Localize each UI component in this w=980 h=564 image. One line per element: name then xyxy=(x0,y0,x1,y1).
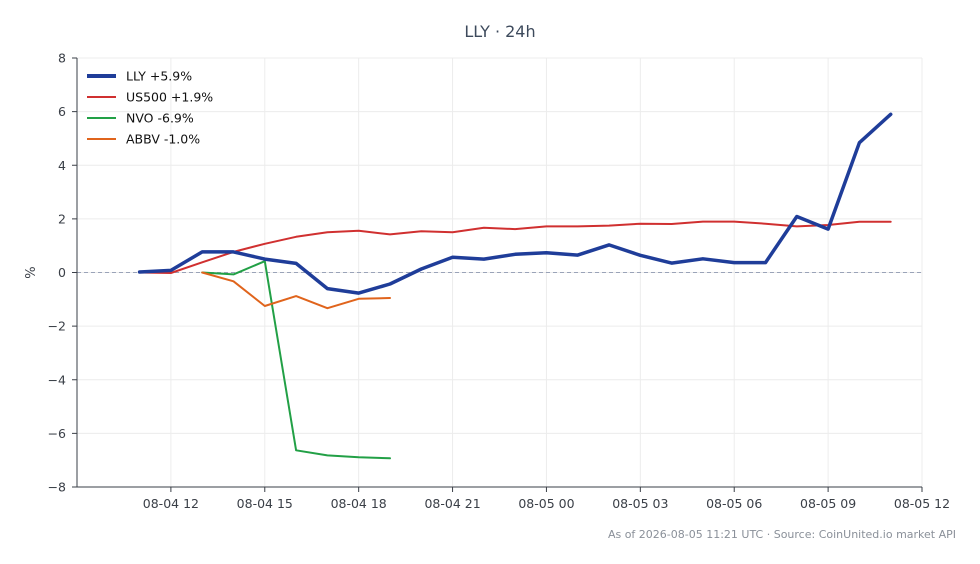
legend-label-abbv: ABBV -1.0% xyxy=(126,132,200,147)
x-tick-label: 08-05 06 xyxy=(706,496,762,511)
y-tick-label: −2 xyxy=(48,319,66,334)
legend: LLY +5.9% US500 +1.9% NVO -6.9% ABBV -1.0% xyxy=(87,69,213,147)
x-tick-label: 08-05 00 xyxy=(518,496,574,511)
y-tick-label: −6 xyxy=(48,426,66,441)
series-line-lly xyxy=(137,112,893,295)
x-tick-label: 08-04 15 xyxy=(237,496,293,511)
x-tick-label: 08-05 09 xyxy=(800,496,856,511)
y-tick-label: −8 xyxy=(48,480,66,495)
series-line-us500 xyxy=(138,220,892,274)
footer-source: As of 2026-08-05 11:21 UTC · Source: Coi… xyxy=(608,528,956,541)
series-line-abbv xyxy=(201,271,391,310)
y-tick-label: 4 xyxy=(58,158,66,173)
x-tick-label: 08-04 18 xyxy=(331,496,387,511)
legend-label-us500: US500 +1.9% xyxy=(126,90,213,105)
y-tick-label: 8 xyxy=(58,51,66,66)
y-tick-label: 0 xyxy=(58,265,66,280)
x-tick-label: 08-04 12 xyxy=(143,496,199,511)
legend-label-nvo: NVO -6.9% xyxy=(126,111,194,126)
x-tick-label: 08-05 03 xyxy=(612,496,668,511)
series-line-nvo xyxy=(201,260,391,460)
y-tick-label: 6 xyxy=(58,104,66,119)
axes: −8 −6 −4 −2 0 2 4 6 8 08-04 12 08-04 15 08-04 18 08-… xyxy=(48,51,951,512)
y-axis-label: % xyxy=(24,266,39,278)
y-tick-label: −4 xyxy=(48,372,66,387)
legend-label-lly: LLY +5.9% xyxy=(126,69,192,84)
y-tick-label: 2 xyxy=(58,211,66,226)
x-tick-label: 08-05 12 xyxy=(894,496,950,511)
series-group xyxy=(137,112,893,460)
chart-title: LLY · 24h xyxy=(464,22,535,41)
x-tick-label: 08-04 21 xyxy=(424,496,480,511)
